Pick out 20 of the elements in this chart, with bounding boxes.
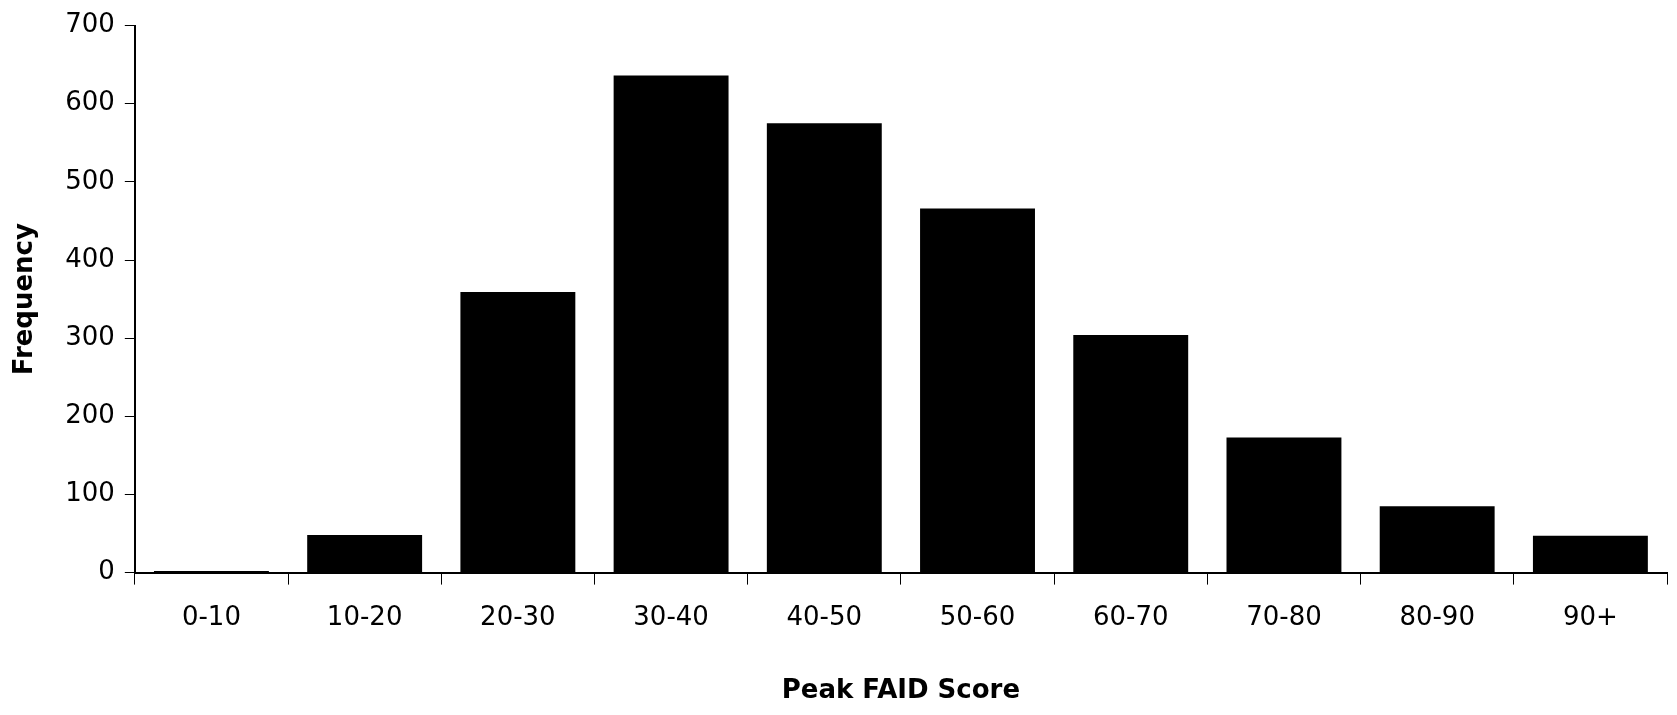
x-tick-label: 90+ — [1562, 600, 1618, 631]
y-tick-label: 700 — [65, 8, 115, 39]
x-tick-label: 50-60 — [939, 600, 1016, 631]
y-tick-label: 200 — [65, 399, 115, 430]
x-tick-label: 60-70 — [1092, 600, 1169, 631]
y-tick-label: 300 — [65, 320, 115, 351]
y-tick-label: 500 — [65, 164, 115, 195]
x-tick-label: 40-50 — [786, 600, 863, 631]
x-tick-label: 0-10 — [181, 600, 241, 631]
x-tick-label: 30-40 — [633, 600, 709, 631]
y-tick-label: 0 — [98, 555, 115, 586]
x-tick-label: 80-90 — [1399, 600, 1475, 631]
y-tick-label: 100 — [65, 477, 115, 508]
x-tick-label: 10-20 — [326, 600, 403, 631]
x-tick-label: 70-80 — [1246, 600, 1322, 631]
x-tick-label: 20-30 — [480, 600, 556, 631]
x-axis-title: Peak FAID Score — [781, 674, 1021, 705]
y-tick-label: 400 — [65, 242, 115, 273]
y-tick-label: 600 — [65, 86, 115, 117]
y-axis-title: Frequency — [8, 222, 39, 376]
